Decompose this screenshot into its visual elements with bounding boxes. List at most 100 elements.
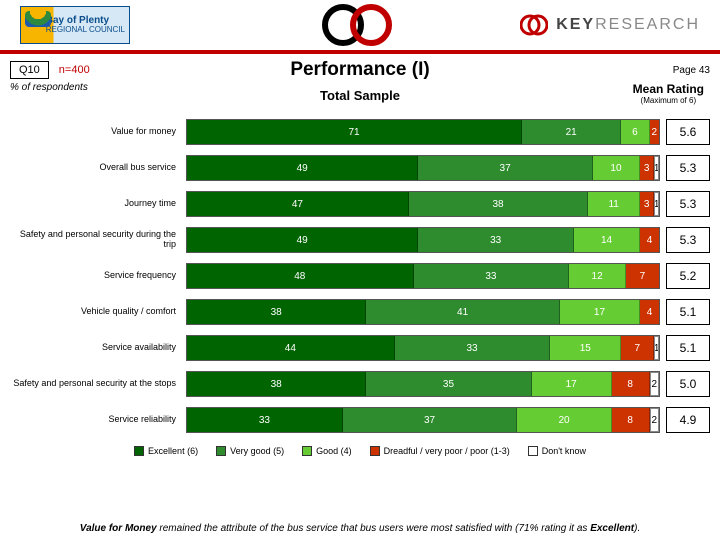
- bar-segment-excellent: 38: [187, 300, 366, 324]
- bar-segment-dont_know: 1: [654, 192, 659, 216]
- question-box: Q10: [10, 61, 49, 79]
- footer-pre: Value for Money: [80, 523, 157, 534]
- bar-segment-excellent: 48: [187, 264, 414, 288]
- bar-segment-dont_know: 2: [650, 408, 659, 432]
- mean-rating-header: Mean Rating (Maximum of 6): [633, 82, 704, 105]
- chart-legend: Excellent (6) Very good (5) Good (4) Dreadf…: [0, 438, 720, 460]
- bar: 38351782: [186, 371, 660, 397]
- bar-segment-dreadful: 3: [640, 156, 654, 180]
- legend-label: Good (4): [316, 446, 352, 456]
- bar-segment-very_good: 37: [418, 156, 593, 180]
- bar-segment-excellent: 38: [187, 372, 366, 396]
- bar: 4933144: [186, 227, 660, 253]
- bar-segment-very_good: 33: [418, 228, 574, 252]
- row-label: Service availability: [10, 343, 180, 353]
- footer-post: Excellent: [590, 523, 634, 534]
- bar-segment-good: 15: [550, 336, 621, 360]
- bar: 49371031: [186, 155, 660, 181]
- chart-row: Journey time473811315.3: [10, 186, 710, 222]
- mean-rating-sub: (Maximum of 6): [633, 96, 704, 105]
- footer-end: ).: [634, 523, 640, 534]
- bar-segment-good: 10: [593, 156, 640, 180]
- stacked-bar-chart: Value for money7121625.6Overall bus serv…: [0, 112, 720, 438]
- bar-segment-dont_know: 1: [654, 336, 659, 360]
- header-bar: Bay of Plenty REGIONAL COUNCIL KEYRESEAR…: [0, 0, 720, 54]
- footer-mid: remained the attribute of the bus servic…: [157, 523, 591, 534]
- legend-item-excellent: Excellent (6): [134, 446, 198, 456]
- mean-value: 5.3: [666, 191, 710, 217]
- chart-row: Service frequency48331275.2: [10, 258, 710, 294]
- legend-swatch: [216, 446, 226, 456]
- legend-item-dont_know: Don't know: [528, 446, 586, 456]
- sample-size: n=400: [59, 64, 90, 76]
- bar-segment-dreadful: 8: [612, 372, 650, 396]
- bar-segment-dont_know: 2: [650, 372, 659, 396]
- bar-segment-dreadful: 7: [626, 264, 659, 288]
- bar: 3841174: [186, 299, 660, 325]
- legend-swatch: [370, 446, 380, 456]
- mean-value: 5.3: [666, 155, 710, 181]
- pct-label: % of respondents: [10, 82, 88, 112]
- chart-row: Vehicle quality / comfort38411745.1: [10, 294, 710, 330]
- row-label: Service frequency: [10, 271, 180, 281]
- bar: 4833127: [186, 263, 660, 289]
- legend-swatch: [302, 446, 312, 456]
- mean-value: 5.0: [666, 371, 710, 397]
- bar-segment-very_good: 38: [409, 192, 588, 216]
- bar: 44331571: [186, 335, 660, 361]
- bar-segment-dreadful: 3: [640, 192, 654, 216]
- bar: 33372082: [186, 407, 660, 433]
- row-label: Safety and personal security at the stop…: [10, 379, 180, 389]
- logo-keyresearch: KEYRESEARCH: [520, 11, 700, 39]
- logo-text-bottom: REGIONAL COUNCIL: [46, 25, 125, 34]
- chart-title: Performance (I): [290, 59, 429, 81]
- bar-segment-good: 6: [621, 120, 649, 144]
- legend-swatch: [528, 446, 538, 456]
- legend-label: Don't know: [542, 446, 586, 456]
- bar: 712162: [186, 119, 660, 145]
- logo-circles-icon: [315, 3, 405, 47]
- legend-label: Dreadful / very poor / poor (1-3): [384, 446, 510, 456]
- chart-row: Service reliability 333720824.9: [10, 402, 710, 438]
- chart-row: Service availability443315715.1: [10, 330, 710, 366]
- mean-value: 5.1: [666, 335, 710, 361]
- bar-segment-excellent: 47: [187, 192, 409, 216]
- mean-value: 5.2: [666, 263, 710, 289]
- bar-segment-very_good: 33: [395, 336, 551, 360]
- mean-value: 5.1: [666, 299, 710, 325]
- page-number: Page 43: [673, 65, 710, 76]
- logo-regional-council: Bay of Plenty REGIONAL COUNCIL: [20, 6, 130, 44]
- chart-row: Safety and personal security at the stop…: [10, 366, 710, 402]
- bar-segment-dreadful: 7: [621, 336, 654, 360]
- bar-segment-dreadful: 4: [640, 300, 659, 324]
- bar-segment-good: 17: [532, 372, 612, 396]
- subline: % of respondents Total Sample Mean Ratin…: [0, 82, 720, 112]
- bar-segment-good: 14: [574, 228, 640, 252]
- bar-segment-very_good: 35: [366, 372, 531, 396]
- legend-item-good: Good (4): [302, 446, 352, 456]
- bar-segment-dreadful: 8: [612, 408, 650, 432]
- row-label: Overall bus service: [10, 163, 180, 173]
- bar-segment-very_good: 33: [414, 264, 570, 288]
- bar-segment-dont_know: 1: [654, 156, 659, 180]
- brand-text: KEYRESEARCH: [556, 16, 700, 34]
- bar-segment-excellent: 33: [187, 408, 343, 432]
- bar-segment-good: 12: [569, 264, 626, 288]
- key-circles-icon: [520, 11, 548, 39]
- chart-row: Safety and personal security during the …: [10, 222, 710, 258]
- legend-swatch: [134, 446, 144, 456]
- bar-segment-dreadful: 4: [640, 228, 659, 252]
- bar-segment-very_good: 21: [522, 120, 621, 144]
- legend-item-very_good: Very good (5): [216, 446, 284, 456]
- bar-segment-dreadful: 2: [650, 120, 659, 144]
- mean-value: 4.9: [666, 407, 710, 433]
- bar-segment-excellent: 49: [187, 228, 418, 252]
- row-label: Journey time: [10, 199, 180, 209]
- bar-segment-excellent: 71: [187, 120, 522, 144]
- legend-label: Very good (5): [230, 446, 284, 456]
- row-label: Service reliability: [10, 415, 180, 425]
- legend-item-dreadful: Dreadful / very poor / poor (1-3): [370, 446, 510, 456]
- bar-segment-good: 20: [517, 408, 611, 432]
- bar-segment-excellent: 49: [187, 156, 418, 180]
- mean-value: 5.3: [666, 227, 710, 253]
